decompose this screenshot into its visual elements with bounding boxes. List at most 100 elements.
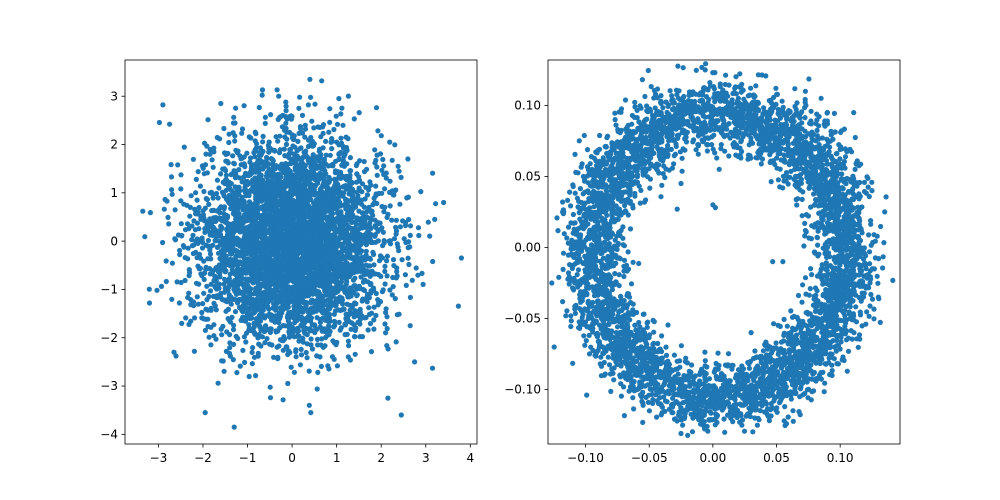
data-point [277, 337, 283, 343]
data-point [245, 262, 251, 268]
data-point [284, 249, 290, 255]
data-point [238, 200, 244, 207]
data-point [259, 198, 265, 204]
data-point [230, 231, 236, 237]
data-point [305, 157, 311, 163]
data-point [216, 228, 222, 234]
data-point [317, 225, 323, 231]
data-point [252, 147, 258, 153]
data-point [258, 343, 264, 349]
data-point [351, 334, 358, 340]
data-point [204, 297, 210, 303]
data-point [307, 176, 313, 182]
data-point [301, 196, 307, 202]
data-point [178, 198, 184, 204]
data-point [241, 238, 247, 244]
data-point [284, 275, 290, 281]
data-point [166, 221, 172, 227]
data-point [364, 192, 371, 198]
data-point [156, 119, 162, 126]
data-point [258, 305, 264, 311]
data-point [212, 303, 218, 309]
data-point [270, 192, 276, 198]
data-point [230, 327, 237, 333]
data-point [272, 175, 278, 181]
data-point [227, 319, 233, 325]
data-point [396, 248, 402, 254]
data-point [178, 279, 184, 286]
data-point [303, 152, 309, 158]
data-point [354, 293, 360, 299]
data-point [232, 133, 238, 139]
data-point [277, 278, 283, 284]
data-point [245, 297, 251, 303]
data-point [217, 256, 223, 262]
data-point [204, 222, 210, 228]
data-point [351, 301, 357, 308]
data-point [262, 326, 268, 332]
data-point [298, 191, 304, 197]
data-point [221, 254, 227, 260]
data-point [359, 210, 365, 216]
data-point [370, 285, 377, 291]
scatter-points [140, 76, 464, 430]
data-point [180, 243, 186, 249]
data-point [304, 341, 310, 347]
data-point [293, 236, 299, 242]
data-point [326, 129, 332, 135]
data-point [277, 283, 283, 289]
data-point [368, 217, 374, 223]
data-point [142, 234, 148, 240]
data-point [253, 169, 259, 175]
data-point [282, 134, 288, 140]
data-point [283, 99, 289, 105]
data-point [345, 93, 351, 99]
data-point [350, 195, 356, 201]
data-point [419, 270, 425, 276]
data-point [163, 278, 169, 285]
data-point [325, 363, 331, 369]
data-point [205, 243, 211, 249]
data-point [365, 236, 371, 242]
data-point [334, 218, 340, 224]
data-point [245, 278, 251, 284]
data-point [257, 145, 263, 151]
data-point [387, 241, 394, 247]
data-point [379, 167, 385, 173]
data-point [223, 172, 229, 178]
data-point [194, 294, 200, 300]
data-point [380, 229, 386, 235]
data-point [305, 171, 311, 177]
data-point [340, 173, 346, 179]
data-point [295, 219, 301, 226]
data-point [189, 237, 195, 243]
data-point [234, 248, 240, 254]
data-point [295, 205, 301, 211]
data-point [203, 196, 209, 202]
data-point [334, 121, 341, 127]
data-point [325, 235, 331, 241]
data-point [416, 232, 422, 239]
data-point [287, 168, 293, 174]
data-point [393, 339, 399, 345]
data-point [357, 316, 363, 322]
data-point [343, 281, 349, 287]
data-point [331, 318, 337, 324]
data-point [305, 102, 311, 108]
data-point [253, 188, 259, 194]
data-point [330, 338, 336, 344]
data-point [263, 158, 269, 164]
data-point [340, 225, 346, 231]
data-point [267, 384, 273, 390]
data-point [205, 323, 211, 330]
data-point [256, 192, 262, 198]
data-point [218, 268, 224, 274]
data-point [315, 163, 321, 170]
data-point [363, 248, 369, 254]
data-point [229, 267, 235, 273]
data-point [313, 217, 319, 223]
data-point [373, 105, 380, 111]
data-point [336, 156, 342, 162]
data-point [201, 258, 207, 264]
data-point [254, 279, 260, 285]
